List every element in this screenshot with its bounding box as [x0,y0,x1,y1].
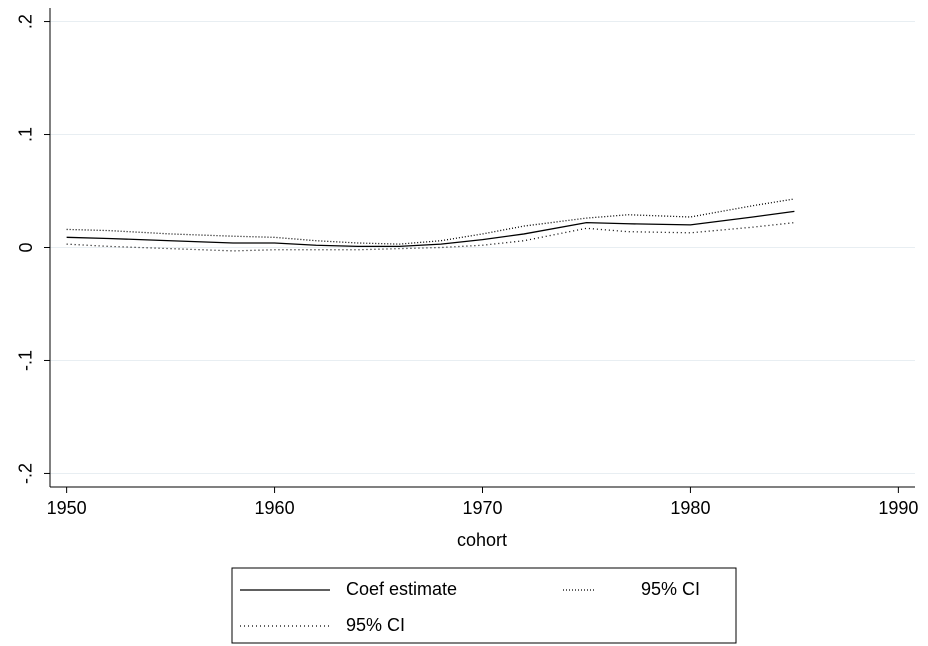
series-line [66,198,795,245]
x-tick-label: 1950 [47,498,87,518]
x-tick-label: 1960 [255,498,295,518]
legend-label: 95% CI [346,615,405,635]
x-tick-label: 1990 [878,498,918,518]
y-tick-label: -.1 [16,350,36,371]
x-axis-title: cohort [457,530,507,550]
legend-label: Coef estimate [346,579,457,599]
x-tick-label: 1970 [462,498,502,518]
legend-box [231,567,737,644]
y-tick-label: -.2 [16,463,36,484]
y-tick-label: .1 [16,127,36,142]
series-line [66,210,795,248]
y-tick-label: 0 [16,242,36,252]
legend-label: 95% CI [641,579,700,599]
y-tick-label: .2 [16,14,36,29]
x-tick-label: 1980 [670,498,710,518]
